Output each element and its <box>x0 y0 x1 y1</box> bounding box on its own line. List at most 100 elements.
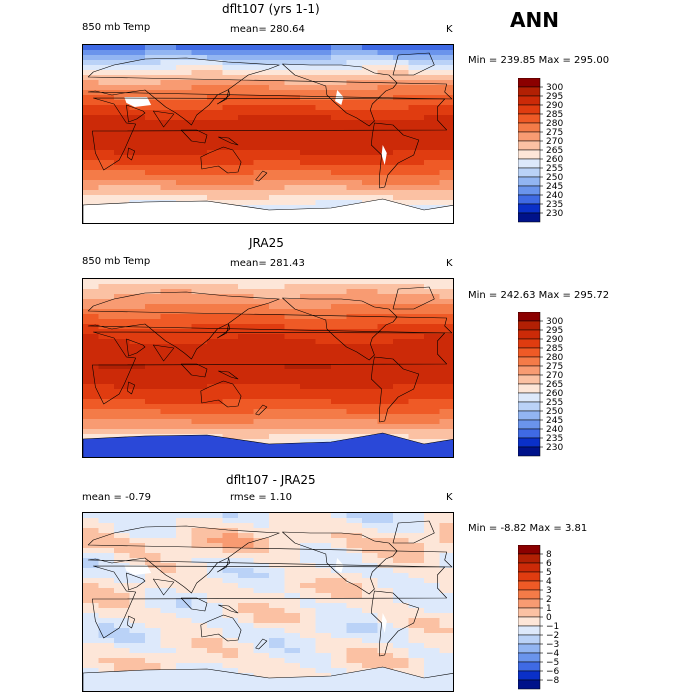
field-cell <box>83 384 100 390</box>
field-cell <box>253 304 270 310</box>
field-cell <box>300 140 317 146</box>
field-cell <box>408 434 425 440</box>
field-cell <box>145 613 162 619</box>
field-cell <box>362 583 379 589</box>
field-cell <box>269 588 286 594</box>
field-cell <box>439 364 453 370</box>
field-cell <box>269 513 286 519</box>
field-cell <box>315 334 332 340</box>
field-cell <box>331 319 348 325</box>
field-cell <box>145 60 162 66</box>
field-cell <box>83 170 100 176</box>
field-cell <box>346 429 363 435</box>
colorbar-swatch <box>518 158 541 169</box>
field-cell <box>176 304 193 310</box>
field-cell <box>362 344 379 350</box>
colorbar-label: 6 <box>546 559 552 569</box>
colorbar-label: −3 <box>546 640 559 650</box>
field-cell <box>207 344 224 350</box>
field-cell <box>300 60 317 66</box>
field-cell <box>377 319 394 325</box>
field-cell <box>83 409 100 415</box>
field-cell <box>315 289 332 295</box>
field-cell <box>346 339 363 345</box>
field-cell <box>129 135 146 141</box>
field-cell <box>83 130 100 136</box>
field-cell <box>346 279 363 285</box>
field-cell <box>424 90 441 96</box>
field-cell <box>238 608 255 614</box>
field-cell <box>331 623 348 629</box>
field-cell <box>191 359 208 365</box>
field-cell <box>176 578 193 584</box>
coastline <box>126 572 146 591</box>
field-cell <box>207 364 224 370</box>
field-cell <box>362 294 379 300</box>
field-cell <box>439 289 453 295</box>
field-cell <box>222 424 239 430</box>
field-cell <box>377 538 394 544</box>
field-cell <box>176 638 193 644</box>
field-cell <box>377 568 394 574</box>
field-cell <box>207 145 224 151</box>
field-cell <box>408 165 425 171</box>
field-cell <box>145 65 162 71</box>
field-cell <box>300 613 317 619</box>
field-cell <box>346 294 363 300</box>
field-cell <box>315 593 332 599</box>
field-cell <box>315 399 332 405</box>
field-cell <box>331 339 348 345</box>
field-cell <box>129 160 146 166</box>
field-cell <box>315 85 332 91</box>
field-cell <box>129 60 146 66</box>
field-cell <box>393 165 410 171</box>
field-cell <box>393 573 410 579</box>
field-cell <box>222 369 239 375</box>
field-cell <box>362 289 379 295</box>
field-cell <box>176 374 193 380</box>
field-cell <box>284 404 301 410</box>
field-cell <box>269 608 286 614</box>
field-cell <box>129 354 146 360</box>
field-cell <box>114 339 131 345</box>
field-cell <box>98 623 115 629</box>
field-cell <box>238 404 255 410</box>
field-cell <box>191 633 208 639</box>
field-cell <box>98 85 115 91</box>
field-cell <box>83 304 100 310</box>
field-cell <box>362 623 379 629</box>
field-cell <box>222 384 239 390</box>
field-cell <box>393 60 410 66</box>
field-cell <box>253 643 270 649</box>
field-cell <box>160 135 177 141</box>
field-cell <box>315 80 332 86</box>
field-cell <box>191 115 208 121</box>
field-cell <box>269 90 286 96</box>
field-cell <box>207 374 224 380</box>
field-cell <box>377 279 394 285</box>
field-cell <box>160 359 177 365</box>
field-cell <box>269 354 286 360</box>
field-cell <box>98 319 115 325</box>
field-cell <box>331 414 348 420</box>
field-cell <box>222 185 239 191</box>
field-cell <box>362 195 379 201</box>
field-cell <box>315 309 332 315</box>
field-cell <box>331 598 348 604</box>
field-cell <box>98 195 115 201</box>
field-cell <box>315 150 332 156</box>
field-cell <box>300 384 317 390</box>
field-cell <box>408 95 425 101</box>
field-cell <box>222 558 239 564</box>
field-cell <box>408 638 425 644</box>
field-cell <box>191 120 208 126</box>
field-cell <box>408 309 425 315</box>
coastline <box>126 104 146 123</box>
field-cell <box>408 399 425 405</box>
field-cell <box>269 424 286 430</box>
field-cell <box>362 190 379 196</box>
field-cell <box>393 603 410 609</box>
field-cell <box>176 419 193 425</box>
field-cell <box>393 294 410 300</box>
field-cell <box>362 543 379 549</box>
